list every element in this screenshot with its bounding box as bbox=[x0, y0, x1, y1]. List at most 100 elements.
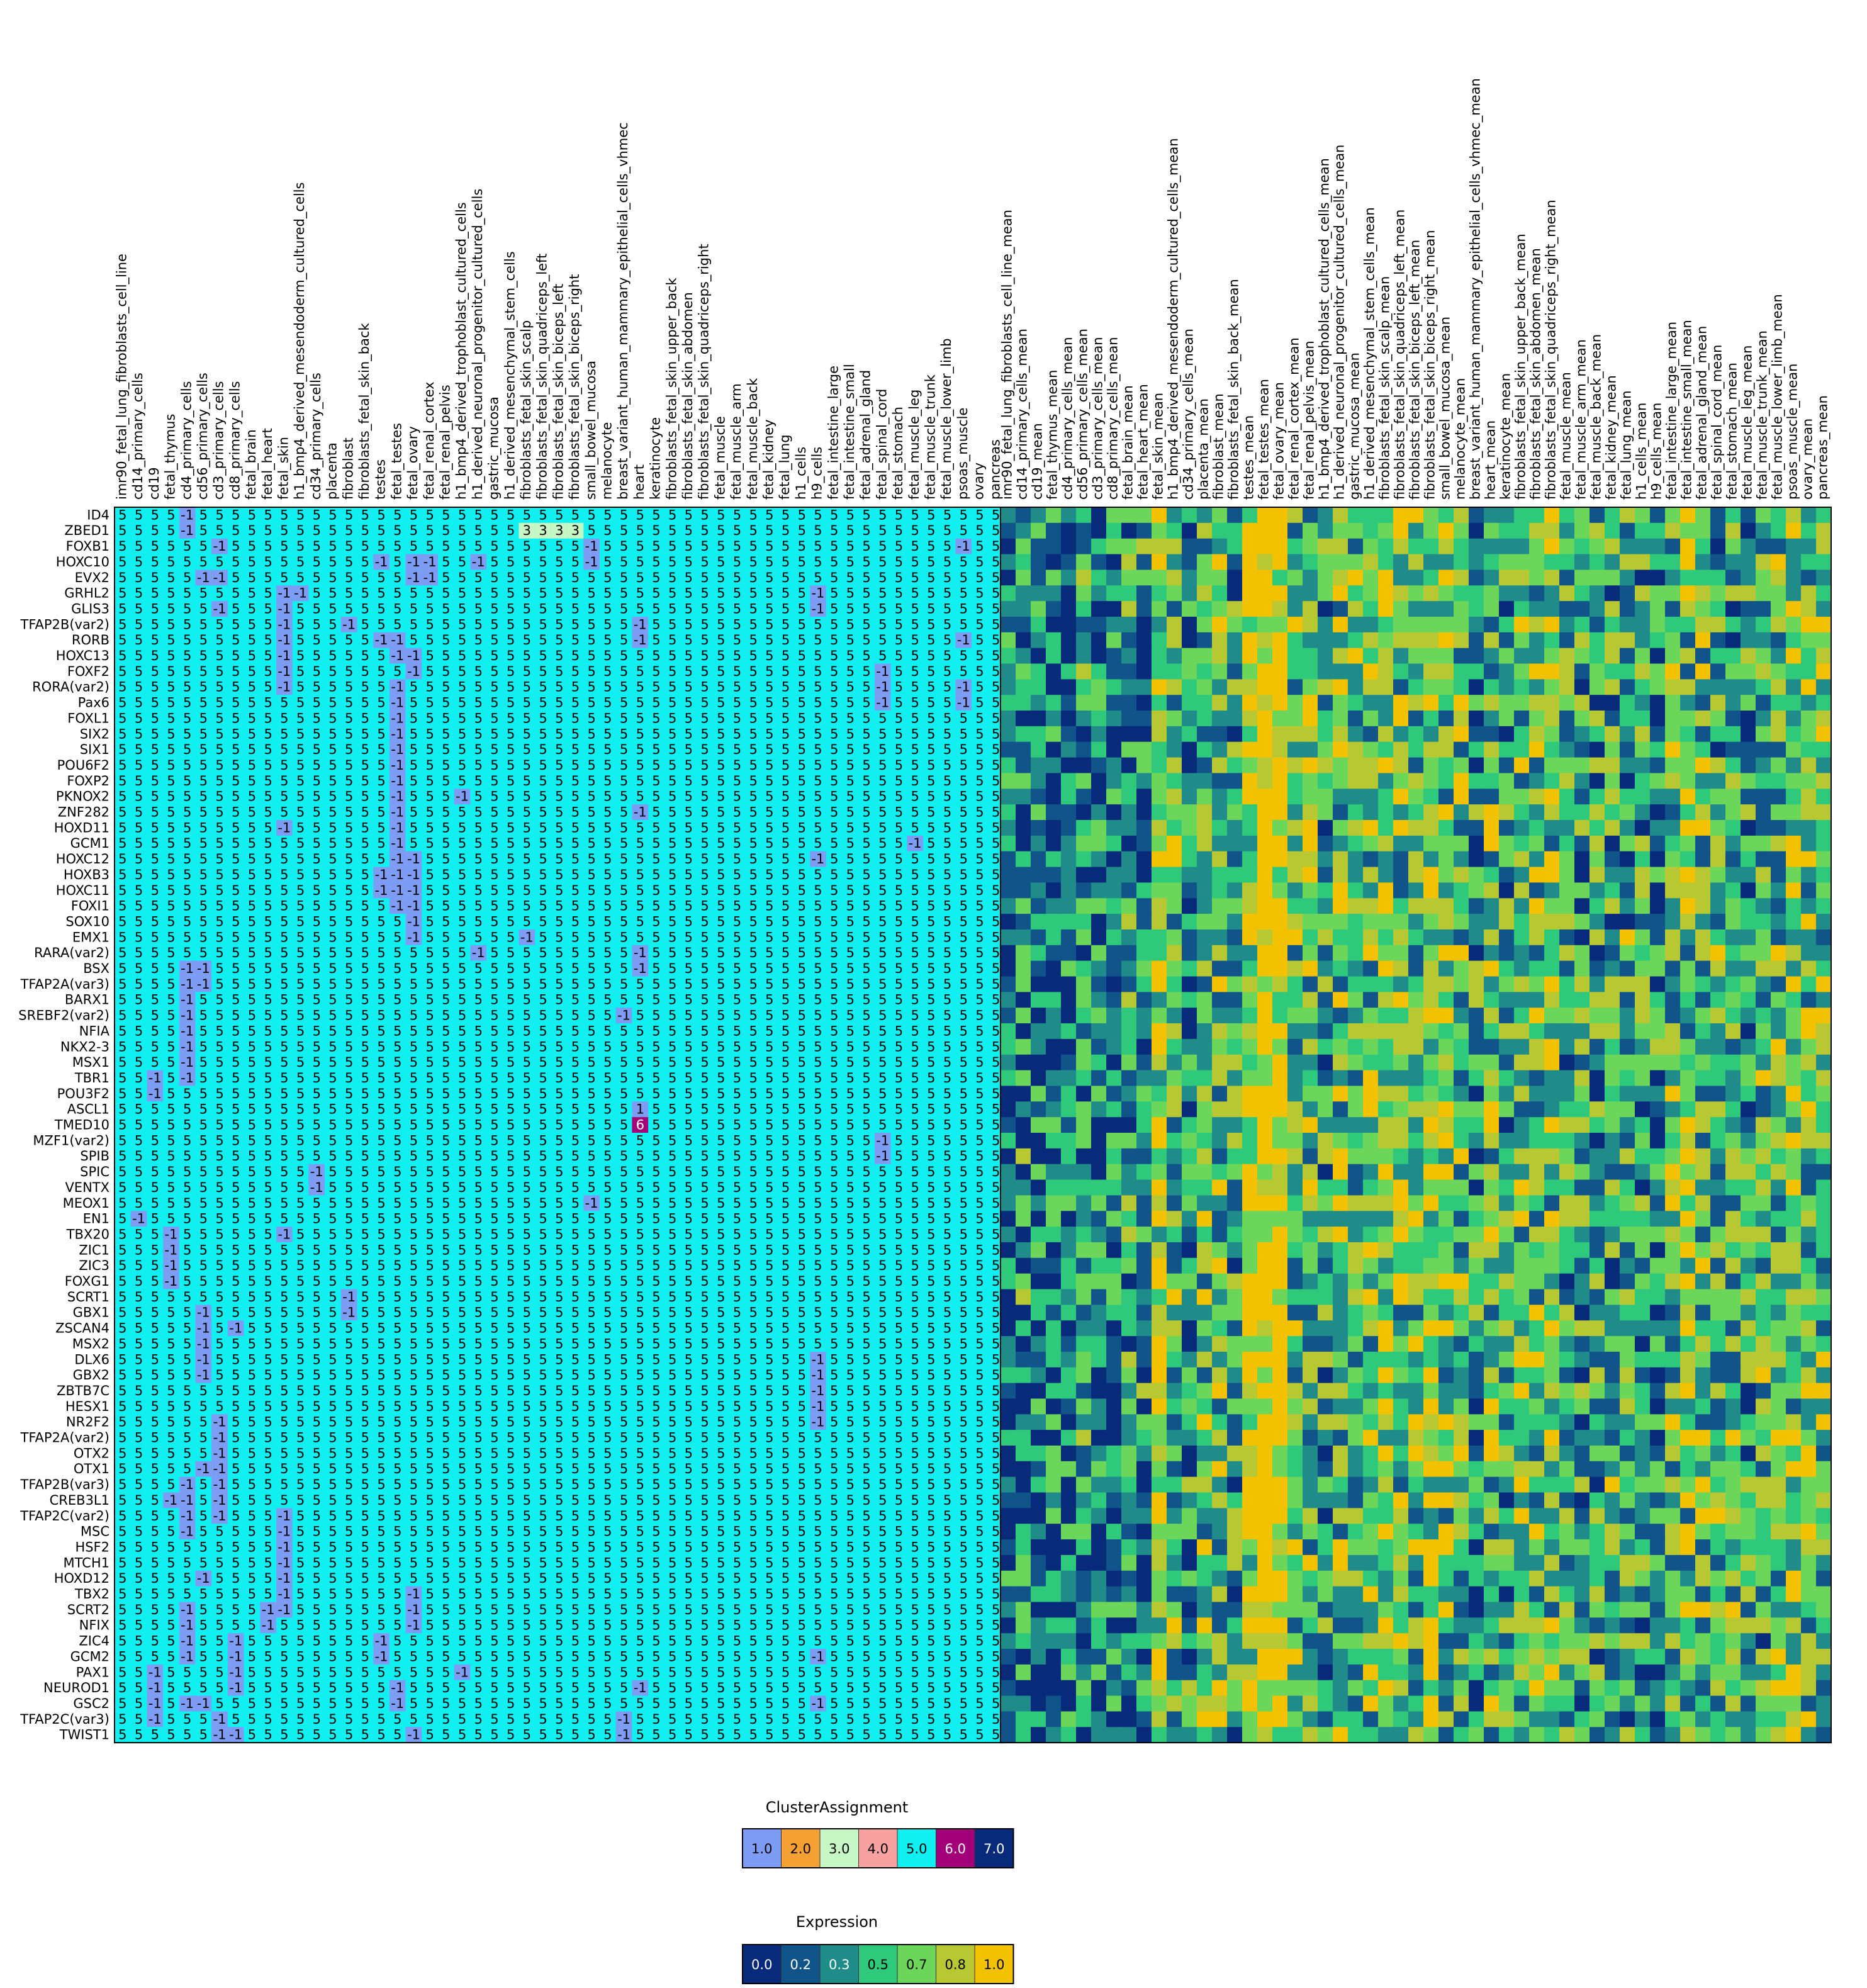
cluster-cell-label: 5 bbox=[814, 1477, 822, 1492]
cluster-cell-label: 5 bbox=[135, 773, 143, 789]
cluster-cell-label: 5 bbox=[118, 1539, 126, 1554]
cluster-cell-label: 5 bbox=[393, 1164, 401, 1179]
cluster-cell-label: 5 bbox=[943, 1305, 951, 1320]
expression-cell bbox=[1136, 585, 1152, 602]
cluster-cell-label: 5 bbox=[700, 789, 709, 804]
cluster-cell-label: -1 bbox=[375, 554, 388, 570]
cluster-cell-label: 5 bbox=[911, 710, 919, 726]
cluster-cell-label: 5 bbox=[668, 710, 676, 726]
cluster-cell-label: 5 bbox=[717, 929, 725, 945]
cluster-cell-label: 5 bbox=[636, 523, 644, 538]
row-label: PAX1 bbox=[76, 1665, 109, 1680]
cluster-cell-label: 5 bbox=[393, 1649, 401, 1664]
expression-cell bbox=[1650, 507, 1666, 524]
cluster-cell-label: 5 bbox=[248, 1649, 256, 1664]
cluster-cell-label: 5 bbox=[620, 601, 628, 616]
cluster-cell-label: 5 bbox=[603, 680, 612, 695]
cluster-cell bbox=[373, 867, 390, 883]
cluster-cell-label: 5 bbox=[377, 601, 385, 616]
cluster-cell-label: 5 bbox=[587, 1086, 595, 1101]
cluster-cell-label: 5 bbox=[345, 961, 353, 976]
cluster-cell-label: 5 bbox=[685, 1493, 693, 1508]
cluster-cell-label: 5 bbox=[135, 726, 143, 741]
cluster-cell-label: 5 bbox=[199, 601, 208, 616]
cluster-cell-label: 5 bbox=[782, 586, 790, 601]
cluster-cell-label: 5 bbox=[474, 805, 483, 820]
cluster-cell bbox=[810, 601, 826, 617]
cluster-cell-label: 5 bbox=[798, 1446, 806, 1461]
cluster-cell-label: 5 bbox=[765, 664, 773, 679]
cluster-cell-label: 5 bbox=[167, 1102, 175, 1117]
cluster-cell-label: 5 bbox=[700, 1602, 709, 1617]
cluster-cell-label: 5 bbox=[555, 805, 563, 820]
cluster-cell-label: 5 bbox=[313, 710, 321, 726]
cluster-cell-label: 5 bbox=[620, 1477, 628, 1492]
cluster-cell bbox=[276, 616, 293, 632]
cluster-cell-label: 5 bbox=[571, 648, 580, 663]
row-label: ZBTB7C bbox=[57, 1383, 109, 1398]
cluster-cell-label: 5 bbox=[765, 805, 773, 820]
expression-cell bbox=[1121, 601, 1137, 617]
cluster-cell-label: 5 bbox=[118, 1008, 126, 1023]
cluster-cell-label: 5 bbox=[151, 1571, 159, 1586]
cluster-cell-label: 5 bbox=[361, 992, 369, 1008]
cluster-cell-label: 5 bbox=[361, 570, 369, 585]
cluster-cell-label: 5 bbox=[830, 1070, 838, 1086]
cluster-cell-label: 5 bbox=[636, 586, 644, 601]
cluster-cell-label: 5 bbox=[862, 773, 870, 789]
expression-cell bbox=[1741, 570, 1756, 586]
column-label: h1_derived_neuronal_progenitor_cultured_… bbox=[470, 189, 486, 500]
cluster-cell-label: 5 bbox=[862, 1008, 870, 1023]
cluster-cell-label: 5 bbox=[264, 664, 272, 679]
cluster-cell-label: 5 bbox=[377, 1118, 385, 1133]
cluster-cell-label: 5 bbox=[668, 1649, 676, 1664]
row-label: SCRT2 bbox=[67, 1602, 109, 1617]
cluster-cell-label: 5 bbox=[523, 1055, 531, 1070]
cluster-cell-label: 5 bbox=[183, 1539, 191, 1554]
cluster-cell-label: 5 bbox=[135, 1148, 143, 1164]
expression-cell bbox=[1046, 570, 1062, 586]
cluster-cell-label: 5 bbox=[555, 1336, 563, 1351]
cluster-cell bbox=[163, 1492, 179, 1508]
cluster-cell-label: -1 bbox=[278, 632, 291, 648]
cluster-cell-label: 5 bbox=[135, 1023, 143, 1038]
cluster-cell-label: 3 bbox=[539, 523, 547, 538]
cluster-cell-label: 5 bbox=[361, 1712, 369, 1727]
cluster-cell-label: 5 bbox=[862, 1321, 870, 1336]
cluster-cell-label: 5 bbox=[199, 632, 208, 648]
cluster-cell-label: -1 bbox=[811, 601, 824, 616]
cluster-cell-label: 5 bbox=[765, 820, 773, 835]
cluster-cell-label: 5 bbox=[846, 695, 855, 710]
cluster-cell-label: 5 bbox=[943, 1180, 951, 1195]
cluster-cell-label: 5 bbox=[232, 726, 240, 741]
cluster-cell-label: 5 bbox=[361, 539, 369, 554]
cluster-cell-label: 5 bbox=[232, 710, 240, 726]
cluster-cell-label: 5 bbox=[975, 1586, 984, 1602]
cluster-cell bbox=[276, 1524, 293, 1540]
cluster-cell-label: 5 bbox=[975, 726, 984, 741]
cluster-cell-label: 5 bbox=[167, 1696, 175, 1711]
expression-cell bbox=[1106, 507, 1122, 524]
cluster-cell-label: 5 bbox=[700, 1164, 709, 1179]
cluster-cell-label: 5 bbox=[280, 1211, 288, 1227]
cluster-cell-label: 5 bbox=[442, 1148, 450, 1164]
cluster-cell-label: -1 bbox=[278, 601, 291, 616]
cluster-cell-label: -1 bbox=[164, 1242, 177, 1257]
expression-cell bbox=[1635, 522, 1651, 539]
cluster-cell-label: 5 bbox=[733, 1571, 741, 1586]
cluster-cell-label: 5 bbox=[668, 1008, 676, 1023]
cluster-cell-label: 5 bbox=[248, 695, 256, 710]
cluster-cell-label: 5 bbox=[474, 1634, 483, 1649]
cluster-cell-label: 5 bbox=[911, 695, 919, 710]
cluster-cell-label: 5 bbox=[814, 1086, 822, 1101]
cluster-cell-label: 5 bbox=[733, 1274, 741, 1289]
cluster-cell-label: 5 bbox=[765, 773, 773, 789]
cluster-cell-label: 5 bbox=[587, 664, 595, 679]
cluster-cell-label: 5 bbox=[571, 851, 580, 867]
cluster-cell-label: 5 bbox=[700, 1665, 709, 1680]
cluster-cell-label: 5 bbox=[361, 1555, 369, 1570]
expression-cell bbox=[1514, 554, 1530, 570]
cluster-cell-label: 5 bbox=[507, 1258, 515, 1273]
cluster-cell-label: 5 bbox=[135, 1649, 143, 1664]
cluster-cell-label: 5 bbox=[782, 1399, 790, 1414]
